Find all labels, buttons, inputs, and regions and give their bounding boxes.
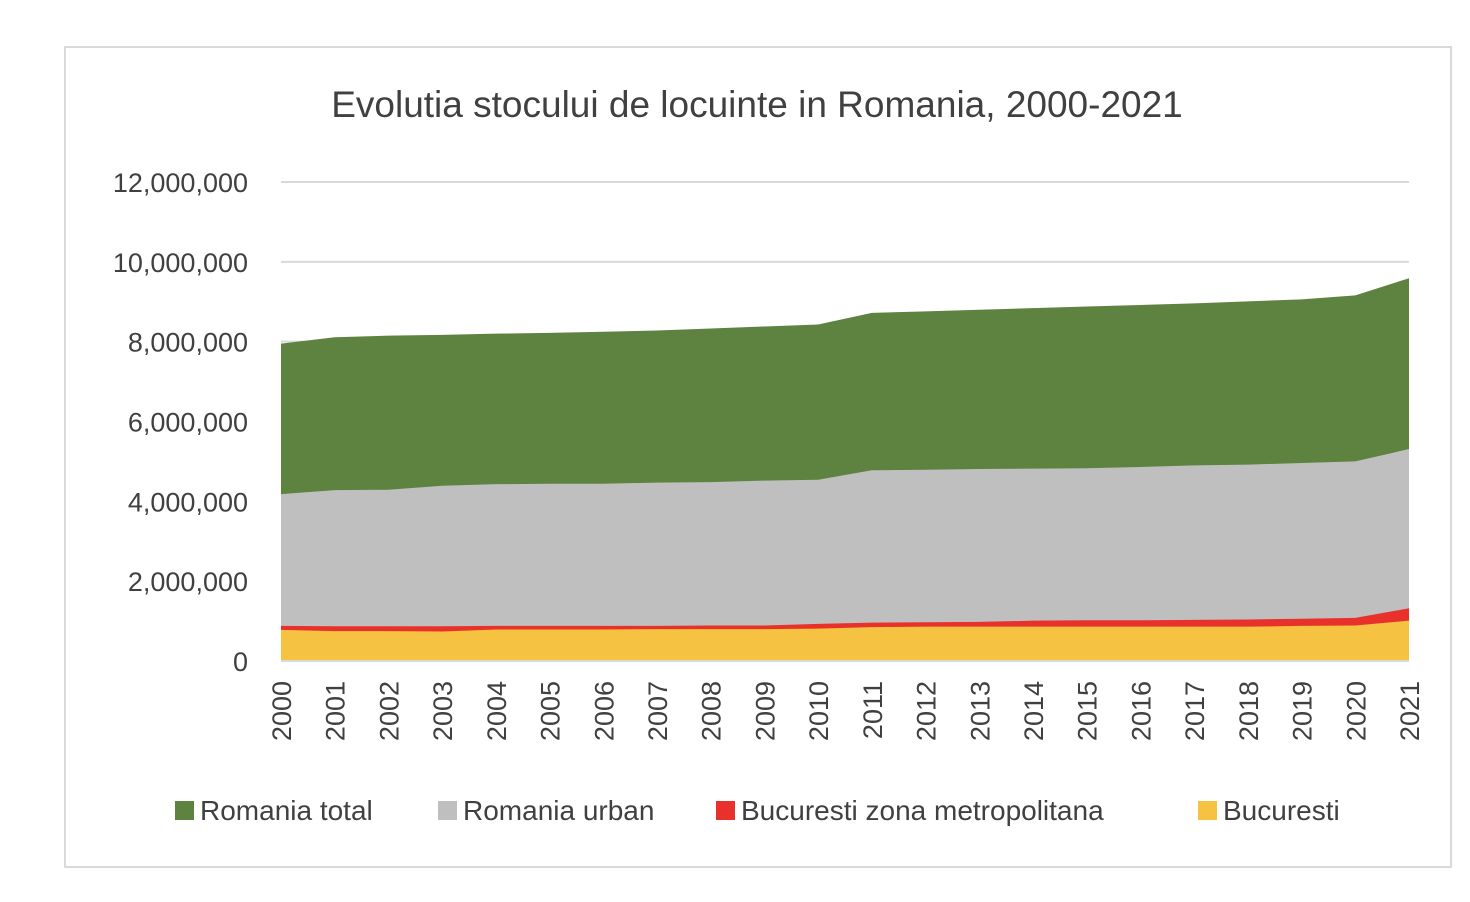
- area-bucuresti: [281, 620, 1409, 661]
- legend-label-romania-urban: Romania urban: [463, 795, 654, 826]
- x-tick-label: 2015: [1073, 681, 1103, 741]
- x-axis: 2000 2001 2002 2003 2004 2005 2006 2007 2008 2009…: [267, 681, 1425, 741]
- x-tick-label: 2001: [321, 681, 351, 741]
- x-tick-label: 2003: [428, 681, 458, 741]
- x-tick-label: 2019: [1288, 681, 1318, 741]
- x-tick-label: 2017: [1180, 681, 1210, 741]
- legend-swatch-romania-urban: [438, 801, 457, 820]
- x-tick-label: 2021: [1395, 681, 1425, 741]
- legend-swatch-romania-total: [175, 801, 194, 820]
- x-tick-label: 2008: [697, 681, 727, 741]
- y-tick-label: 12,000,000: [113, 168, 248, 198]
- legend-label-bucuresti-zona-metropolitana: Bucuresti zona metropolitana: [741, 795, 1104, 826]
- x-tick-label: 2020: [1341, 681, 1371, 741]
- y-tick-label: 4,000,000: [128, 487, 248, 517]
- x-tick-label: 2007: [643, 681, 673, 741]
- x-tick-label: 2006: [589, 681, 619, 741]
- area-romania-urban: [281, 449, 1409, 661]
- x-tick-label: 2013: [965, 681, 995, 741]
- x-tick-label: 2011: [858, 681, 888, 739]
- y-tick-label: 6,000,000: [128, 408, 248, 438]
- x-tick-label: 2010: [804, 681, 834, 741]
- y-axis: 0 2,000,000 4,000,000 6,000,000 8,000,000 10,…: [113, 168, 248, 677]
- x-tick-label: 2016: [1126, 681, 1156, 741]
- legend: Romania total Romania urban Bucuresti zona…: [175, 795, 1340, 826]
- y-tick-label: 10,000,000: [113, 248, 248, 278]
- x-tick-label: 2018: [1234, 681, 1264, 741]
- x-tick-label: 2014: [1019, 681, 1049, 741]
- chart-title: Evolutia stocului de locuinte in Romania…: [331, 84, 1183, 125]
- x-tick-label: 2002: [374, 681, 404, 741]
- plot-areas: [281, 278, 1409, 662]
- x-tick-label: 2005: [536, 681, 566, 741]
- x-tick-label: 2012: [912, 681, 942, 741]
- x-tick-label: 2000: [267, 681, 297, 741]
- legend-swatch-bucuresti-zona-metropolitana: [716, 801, 735, 820]
- y-tick-label: 8,000,000: [128, 328, 248, 358]
- x-tick-label: 2004: [482, 681, 512, 741]
- legend-label-bucuresti: Bucuresti: [1223, 795, 1340, 826]
- legend-swatch-bucuresti: [1198, 801, 1217, 820]
- y-tick-label: 0: [233, 647, 248, 677]
- legend-label-romania-total: Romania total: [200, 795, 373, 826]
- y-tick-label: 2,000,000: [128, 567, 248, 597]
- x-tick-label: 2009: [750, 681, 780, 741]
